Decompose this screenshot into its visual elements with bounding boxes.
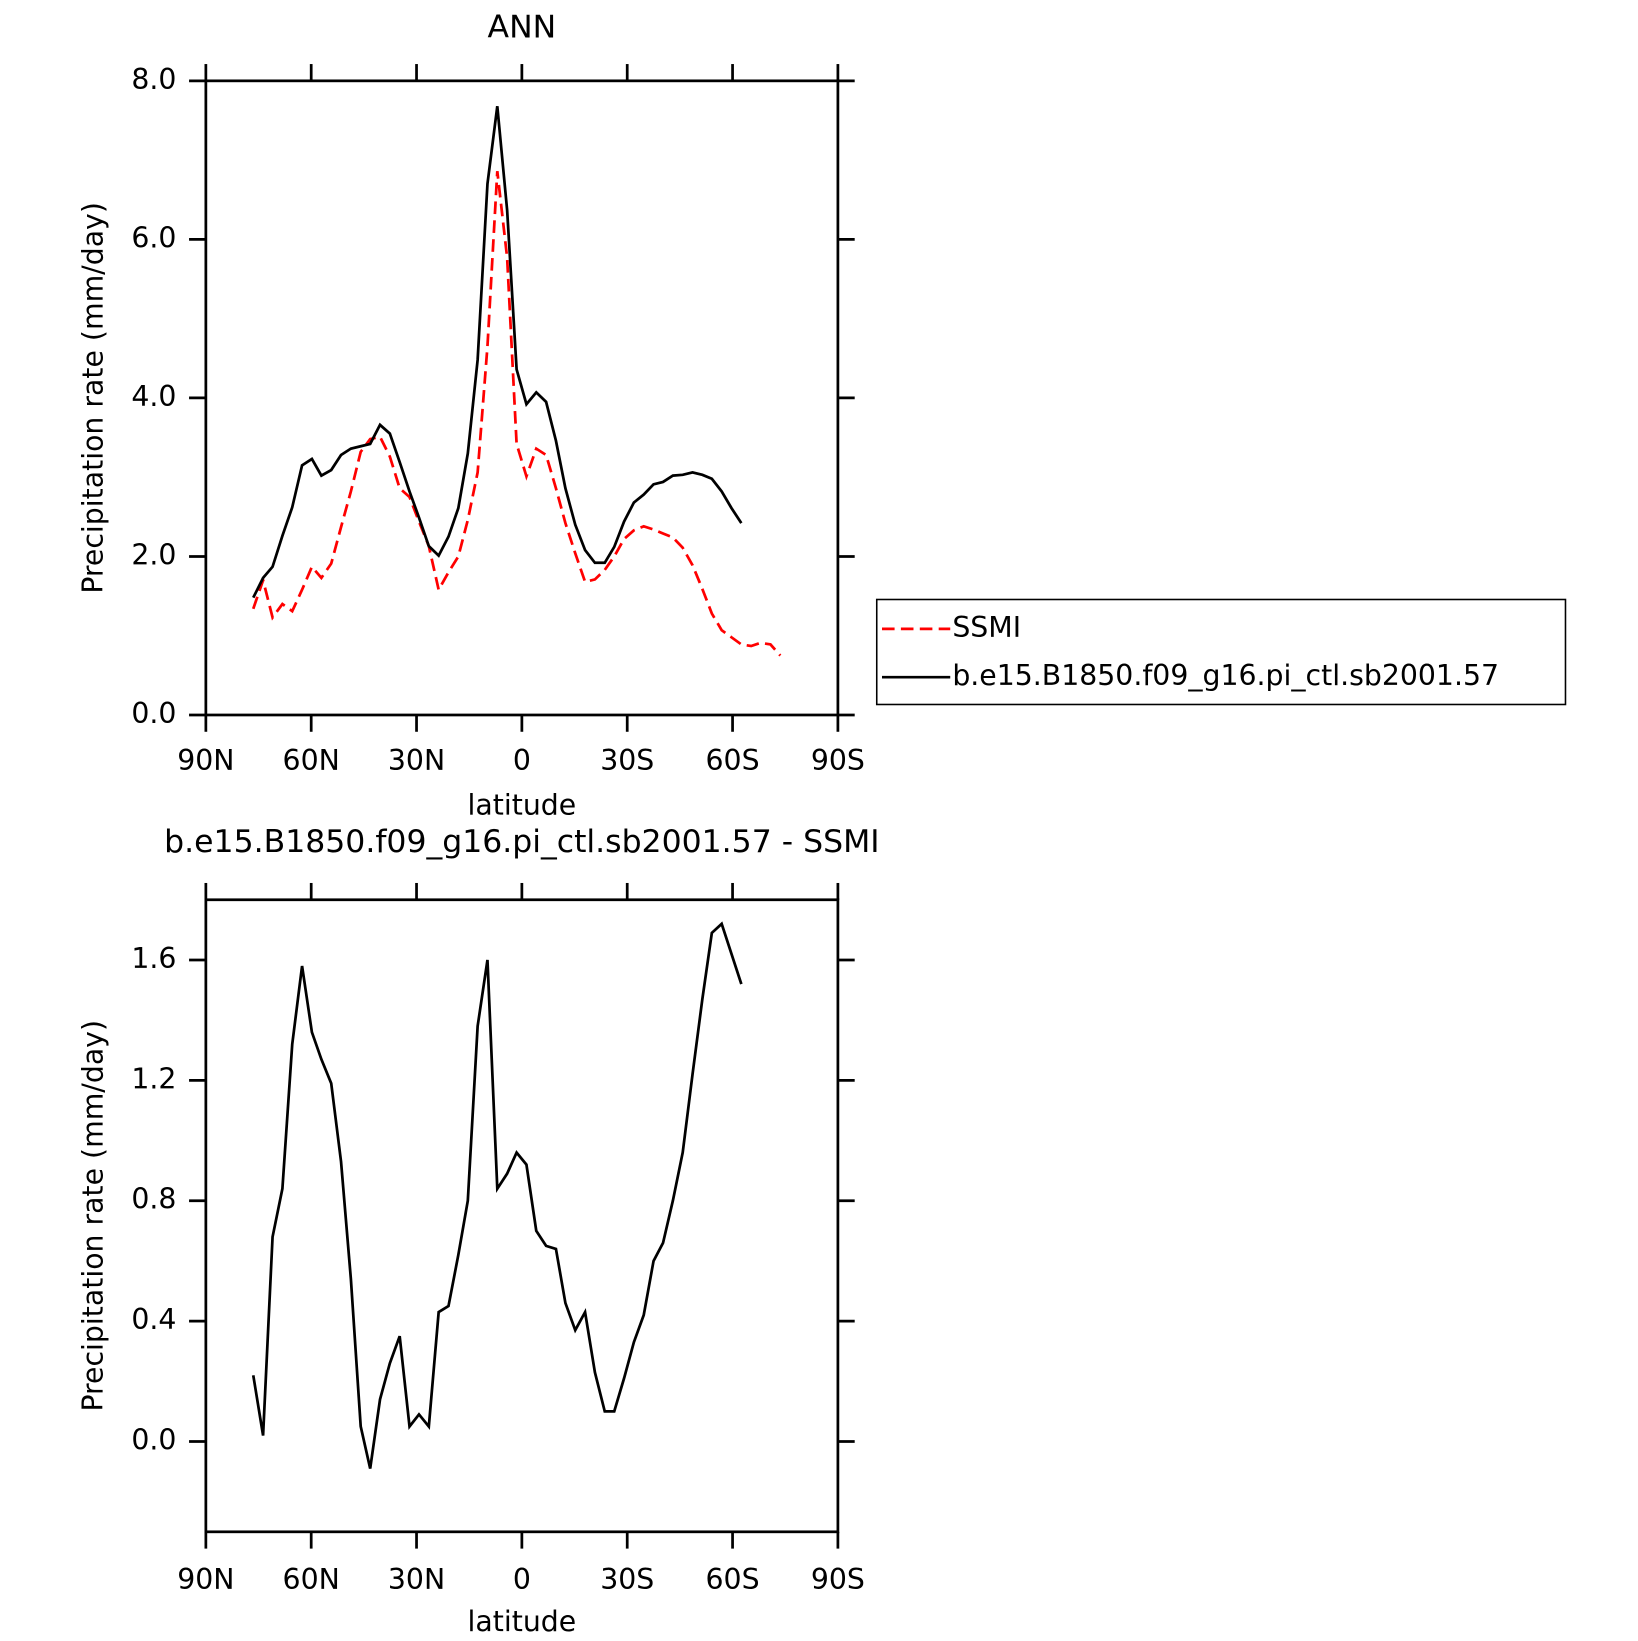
y-tick-label: 1.6 [131,942,176,975]
y-tick-label: 0.8 [131,1183,176,1216]
y-tick-label: 2.0 [131,538,176,571]
x-tick-label: 30S [600,1563,654,1596]
x-tick-label: 90S [811,1563,865,1596]
x-tick-label: 0 [513,1563,531,1596]
y-tick-label: 6.0 [131,221,176,254]
data-line [252,106,743,599]
data-line [251,171,782,657]
y-tick-label: 0.0 [131,697,176,730]
y-tick-label: 0.4 [131,1303,176,1336]
x-tick-label: 0 [513,744,531,777]
x-tick-label: 60N [283,1563,340,1596]
y-tick-label: 8.0 [131,63,176,96]
legend-label: SSMI [952,611,1021,644]
x-tick-label: 60S [706,1563,760,1596]
x-tick-label: 90N [177,744,234,777]
legend-label: b.e15.B1850.f09_g16.pi_ctl.sb2001.57 [952,659,1499,692]
y-axis-label: Precipitation rate (mm/day) [77,202,110,594]
data-line [251,921,743,1469]
y-tick-label: 4.0 [131,380,176,413]
legend-box [875,598,1567,706]
x-tick-label: 90N [177,1563,234,1596]
y-axis-label: Precipitation rate (mm/day) [77,1020,110,1412]
y-tick-label: 0.0 [131,1424,176,1457]
chart-title: b.e15.B1850.f09_g16.pi_ctl.sb2001.57 - S… [164,824,879,860]
x-axis-label: latitude [468,1605,577,1638]
x-tick-label: 30N [388,744,445,777]
plot-frame [204,79,840,717]
plot-frame [204,898,840,1534]
x-tick-label: 60S [706,744,760,777]
y-tick-label: 1.2 [131,1062,176,1095]
x-tick-label: 30N [388,1563,445,1596]
chart-title: ANN [488,9,557,45]
x-tick-label: 60N [283,744,340,777]
x-tick-label: 30S [600,744,654,777]
x-axis-label: latitude [468,788,577,821]
x-tick-label: 90S [811,744,865,777]
